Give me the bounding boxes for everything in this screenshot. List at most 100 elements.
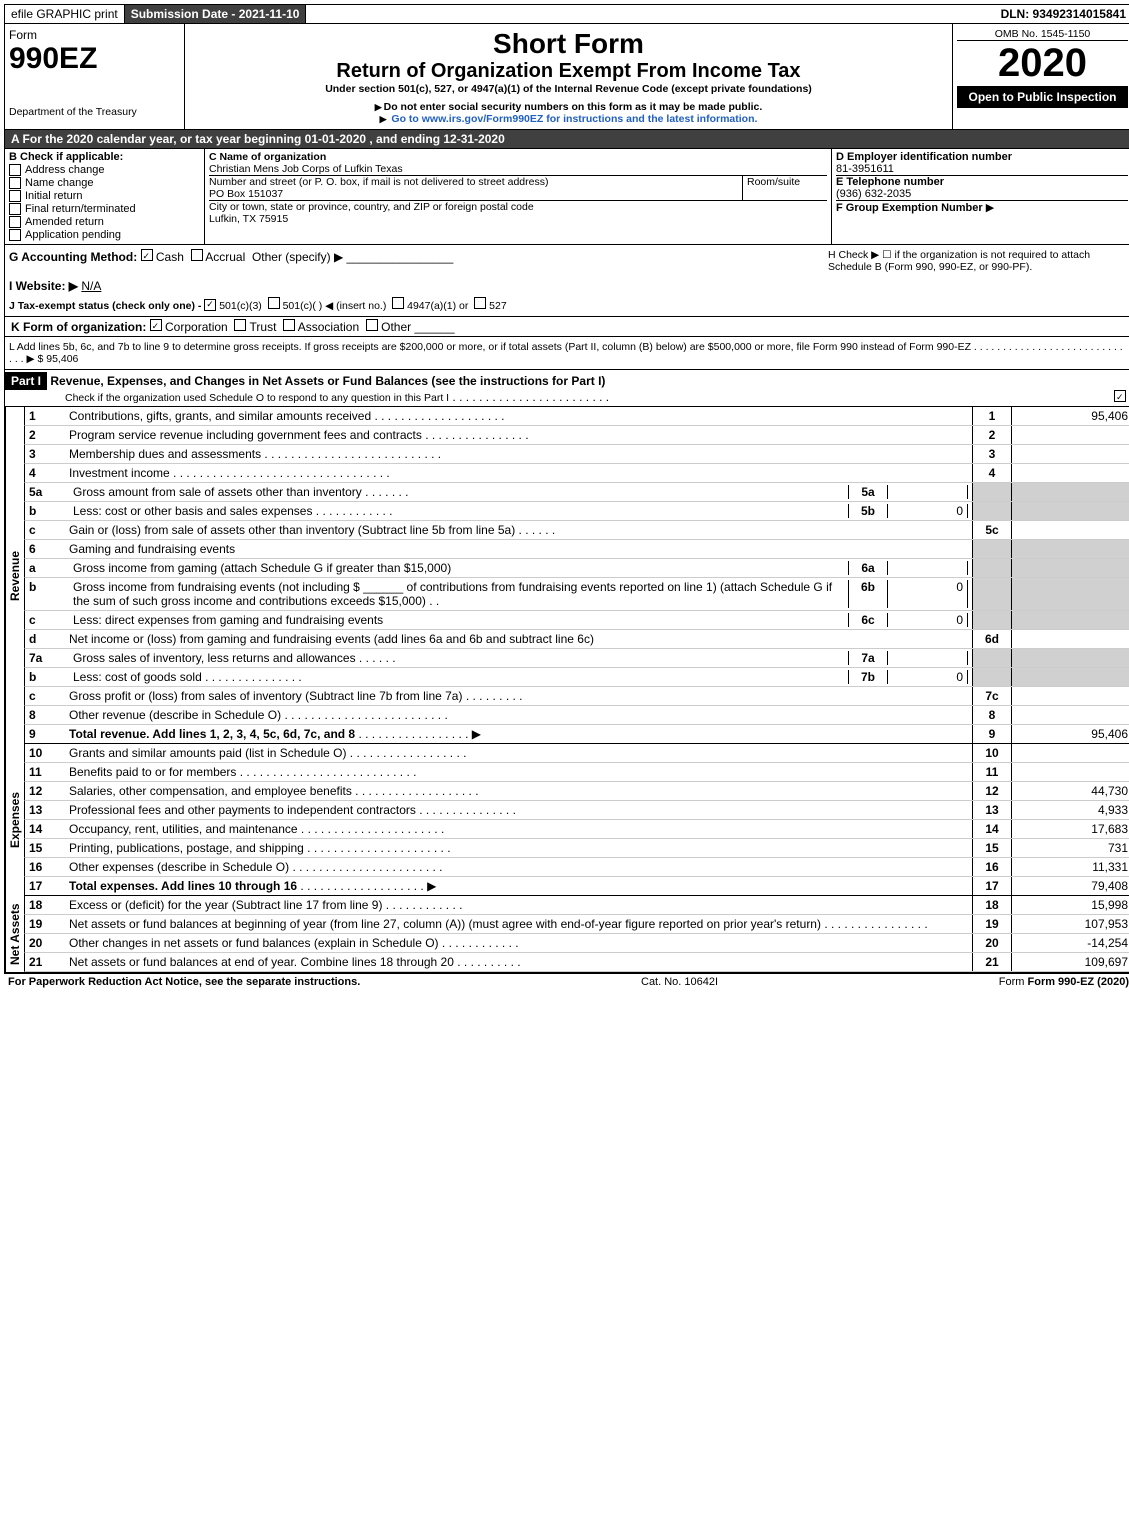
line-7b-ival: 0 [888, 670, 968, 684]
cash-checkbox[interactable] [141, 249, 153, 261]
line-6-num: 6 [25, 540, 65, 558]
line-10-text: Grants and similar amounts paid (list in… [65, 744, 972, 762]
top-bar: efile GRAPHIC print Submission Date - 20… [4, 4, 1129, 24]
assoc-label: Association [298, 320, 359, 334]
line-8-value [1012, 706, 1129, 724]
line-6c-text: Less: direct expenses from gaming and fu… [69, 613, 848, 627]
line-15-cellnum: 15 [972, 839, 1012, 857]
open-public-box: Open to Public Inspection [957, 86, 1128, 108]
line-19-num: 19 [25, 915, 65, 933]
line-14-num: 14 [25, 820, 65, 838]
e-phone-label: E Telephone number [836, 176, 1128, 188]
line-3-num: 3 [25, 445, 65, 463]
assoc-checkbox[interactable] [283, 319, 295, 331]
line-4-value [1012, 464, 1129, 482]
irs-link[interactable]: Go to www.irs.gov/Form990EZ for instruct… [391, 113, 757, 125]
line-6a-text: Gross income from gaming (attach Schedul… [69, 561, 848, 575]
501c3-label: 501(c)(3) [219, 300, 262, 312]
line-5a-shaded-val [1012, 483, 1129, 501]
line-6d-value [1012, 630, 1129, 648]
line-5a-text: Gross amount from sale of assets other t… [69, 485, 848, 499]
net-assets-vert-label: Net Assets [5, 896, 24, 972]
amended-return-checkbox[interactable] [9, 216, 21, 228]
initial-return-checkbox[interactable] [9, 190, 21, 202]
line-6b-icell: 6b [848, 580, 888, 608]
line-6c-ival: 0 [888, 613, 968, 627]
line-2-cellnum: 2 [972, 426, 1012, 444]
line-1-text: Contributions, gifts, grants, and simila… [65, 407, 972, 425]
f-group-label: F Group Exemption Number [836, 202, 983, 214]
4947-checkbox[interactable] [392, 297, 404, 309]
line-5b-shaded-val [1012, 502, 1129, 520]
address-change-checkbox[interactable] [9, 164, 21, 176]
ein-value: 81-3951611 [836, 163, 1128, 175]
other-org-checkbox[interactable] [366, 319, 378, 331]
line-10-value [1012, 744, 1129, 762]
period-bar: A For the 2020 calendar year, or tax yea… [4, 130, 1129, 149]
line-15-text: Printing, publications, postage, and shi… [65, 839, 972, 857]
line-7b-text: Less: cost of goods sold . . . . . . . .… [69, 670, 848, 684]
line-5b-ival: 0 [888, 504, 968, 518]
line-5a-icell: 5a [848, 485, 888, 499]
line-7c-cellnum: 7c [972, 687, 1012, 705]
app-pending-checkbox[interactable] [9, 229, 21, 241]
org-address: PO Box 151037 [209, 188, 283, 200]
line-7c-text: Gross profit or (loss) from sales of inv… [65, 687, 972, 705]
corp-checkbox[interactable] [150, 319, 162, 331]
line-1-value: 95,406 [1012, 407, 1129, 425]
line-16-cellnum: 16 [972, 858, 1012, 876]
line-21-cellnum: 21 [972, 953, 1012, 971]
line-11-text: Benefits paid to or for members . . . . … [65, 763, 972, 781]
footer-center: Cat. No. 10642I [641, 976, 718, 988]
tax-year: 2020 [957, 41, 1128, 86]
accrual-checkbox[interactable] [191, 249, 203, 261]
line-16-value: 11,331 [1012, 858, 1129, 876]
l-line: L Add lines 5b, 6c, and 7b to line 9 to … [4, 337, 1129, 370]
line-13-cellnum: 13 [972, 801, 1012, 819]
501c3-checkbox[interactable] [204, 299, 216, 311]
527-label: 527 [489, 300, 507, 312]
line-6b-text: Gross income from fundraising events (no… [69, 580, 848, 608]
line-12-text: Salaries, other compensation, and employ… [65, 782, 972, 800]
line-20-num: 20 [25, 934, 65, 952]
527-checkbox[interactable] [474, 297, 486, 309]
line-4-cellnum: 4 [972, 464, 1012, 482]
line-6c-shaded [972, 611, 1012, 629]
city-label: City or town, state or province, country… [209, 201, 534, 213]
line-4-num: 4 [25, 464, 65, 482]
line-4-text: Investment income . . . . . . . . . . . … [65, 464, 972, 482]
j-label: J Tax-exempt status (check only one) - [9, 300, 201, 312]
trust-checkbox[interactable] [234, 319, 246, 331]
line-5b-shaded [972, 502, 1012, 520]
line-6-text: Gaming and fundraising events [65, 540, 972, 558]
other-org-label: Other [381, 320, 411, 334]
line-6a-ival [888, 561, 968, 575]
line-17-text: Total expenses. Add lines 10 through 16 … [65, 877, 972, 895]
line-12-value: 44,730 [1012, 782, 1129, 800]
line-5b-icell: 5b [848, 504, 888, 518]
filing-details: G Accounting Method: Cash Accrual Other … [4, 245, 1129, 317]
line-13-num: 13 [25, 801, 65, 819]
org-name: Christian Mens Job Corps of Lufkin Texas [209, 163, 403, 175]
part1-label: Part I [5, 372, 47, 390]
line-18-num: 18 [25, 896, 65, 914]
corp-label: Corporation [165, 320, 228, 334]
line-6c-shaded-val [1012, 611, 1129, 629]
501c-checkbox[interactable] [268, 297, 280, 309]
final-return-checkbox[interactable] [9, 203, 21, 215]
line-5c-value [1012, 521, 1129, 539]
instructions-link[interactable]: Go to www.irs.gov/Form990EZ for instruct… [189, 113, 948, 125]
line-11-value [1012, 763, 1129, 781]
room-label: Room/suite [743, 176, 827, 200]
schedule-o-checkbox[interactable] [1114, 390, 1126, 402]
line-1-num: 1 [25, 407, 65, 425]
line-2-text: Program service revenue including govern… [65, 426, 972, 444]
c-label: C Name of organization [209, 151, 326, 163]
name-change-checkbox[interactable] [9, 177, 21, 189]
dept-label: Department of the Treasury [9, 106, 180, 118]
org-city: Lufkin, TX 75915 [209, 213, 288, 225]
line-21-text: Net assets or fund balances at end of ye… [65, 953, 972, 971]
address-change-label: Address change [25, 164, 105, 176]
submission-date-pill: Submission Date - 2021-11-10 [125, 5, 307, 23]
line-9-cellnum: 9 [972, 725, 1012, 743]
